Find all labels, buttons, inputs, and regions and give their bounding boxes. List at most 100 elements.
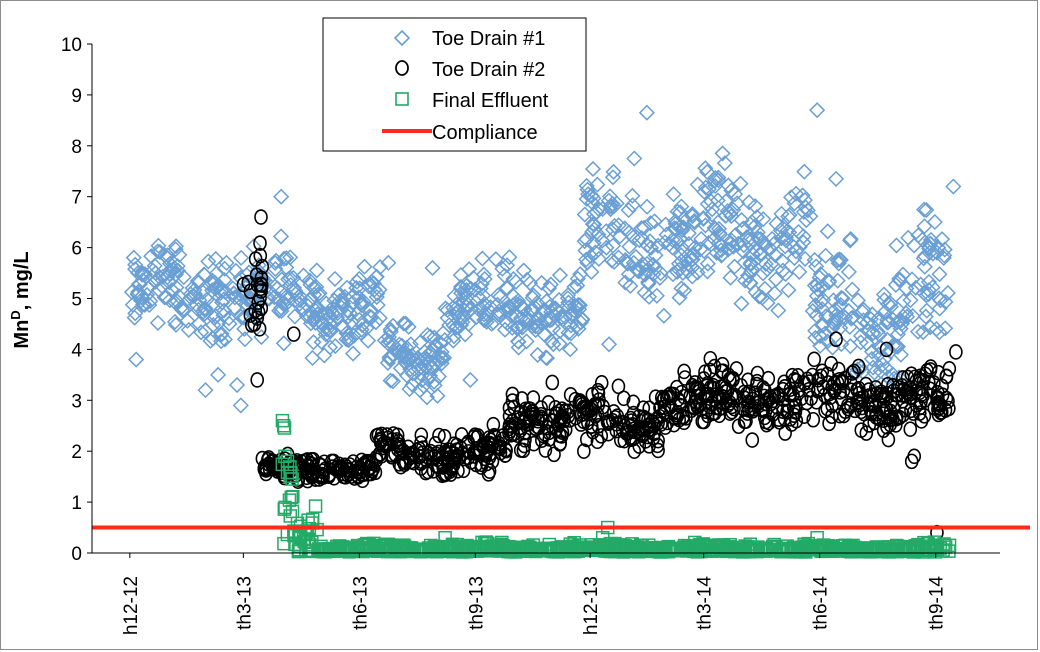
final-effluent-point [369,541,383,556]
toe-drain-1-point [686,239,703,256]
toe-drain-1-point [814,278,832,295]
legend-item-toe-drain-2: Toe Drain #2 [395,59,545,81]
toe-drain-1-point [812,337,829,354]
toe-drain-2-point [257,460,272,476]
toe-drain-1-point [936,241,953,258]
toe-drain-1-point [125,249,142,266]
toe-drain-2-point [868,398,883,415]
toe-drain-1-point [272,228,290,245]
toe-drain-2-point [545,374,560,391]
toe-drain-2-point [538,442,553,458]
toe-drain-2-point [563,387,578,403]
toe-drain-1-point [197,302,214,319]
toe-drain-1-point [723,182,740,199]
toe-drain-1-point [802,208,819,225]
toe-drain-1-point [695,210,712,227]
toe-drain-1-point [282,270,299,287]
final-effluent-point [390,543,404,558]
legend-item-compliance: Compliance [382,122,538,144]
toe-drain-1-point [764,230,781,248]
toe-drain-1-point [340,332,357,349]
toe-drain-1-point [808,307,825,324]
toe-drain-2-point [728,387,743,404]
y-axis-label-suffix: , mg/L [11,251,33,310]
toe-drain-1-point [626,150,643,167]
toe-drain-1-point [740,267,757,284]
toe-drain-2-point [555,424,570,441]
toe-drain-2-point [527,435,541,452]
final-effluent-point [654,545,668,559]
toe-drain-1-point [130,283,147,300]
toe-drain-2-point [668,410,682,426]
toe-drain-2-point [834,390,849,407]
toe-drain-1-point [689,176,706,193]
final-effluent-point [942,538,957,553]
toe-drain-1-point [473,275,490,293]
toe-drain-1-point [243,294,260,311]
toe-drain-1-point [326,270,344,287]
toe-drain-1-point [512,309,530,327]
final-effluent-point [698,538,713,553]
toe-drain-1-point [411,382,428,399]
toe-drain-2-point [781,397,796,414]
toe-drain-1-point [643,239,660,256]
final-effluent-point [327,543,341,558]
final-effluent-point [455,542,470,556]
data-layer [92,102,1030,559]
toe-drain-2-point [931,364,946,381]
toe-drain-1-point [704,201,721,218]
final-effluent-point [329,539,344,554]
toe-drain-2-point [594,375,609,391]
toe-drain-2-point [767,388,782,405]
toe-drain-2-point [369,428,384,444]
toe-drain-2-point [498,447,513,463]
toe-drain-1-point [171,246,188,263]
final-effluent-point [682,541,696,556]
toe-drain-1-point [522,275,539,292]
toe-drain-1-point [778,232,795,249]
toe-drain-1-point [509,333,527,350]
toe-drain-1-point [733,212,750,229]
toe-drain-1-point [852,334,869,351]
toe-drain-2-point [741,372,755,389]
toe-drain-1-point [461,261,478,278]
toe-drain-2-point [428,435,443,452]
toe-drain-2-point [822,415,836,432]
toe-drain-1-point [445,299,462,316]
x-tick-label: h12-13 [581,576,602,635]
toe-drain-1-point [865,324,882,341]
toe-drain-1-point [916,218,933,235]
toe-drain-1-point [490,305,507,323]
toe-drain-1-point [182,286,199,303]
toe-drain-1-point [602,201,619,218]
toe-drain-2-point [394,458,408,475]
toe-drain-1-point [330,287,347,304]
toe-drain-1-point [404,365,421,382]
toe-drain-1-point [429,352,446,369]
toe-drain-1-point [538,350,556,367]
toe-drain-1-point [515,262,532,279]
toe-drain-1-point [780,282,797,299]
toe-drain-1-point [167,241,184,258]
toe-drain-1-point [146,257,163,274]
toe-drain-1-point [910,227,927,244]
toe-drain-1-point [295,267,312,284]
toe-drain-1-point [216,260,233,277]
toe-drain-1-point [743,214,761,231]
toe-drain-1-point [906,237,923,254]
toe-drain-1-point [594,232,611,249]
toe-drain-1-point [920,273,938,291]
toe-drain-1-point [625,254,642,271]
toe-drain-1-point [834,290,851,307]
toe-drain-1-point [236,331,254,348]
toe-drain-1-point [477,311,494,328]
toe-drain-1-point [135,296,152,313]
toe-drain-1-point [770,302,787,319]
toe-drain-2-point [482,449,497,465]
toe-drain-1-point [487,251,504,268]
toe-drain-2-point [254,276,268,293]
toe-drain-1-point [894,266,912,283]
toe-drain-2-point [369,449,384,466]
toe-drain-1-point [648,287,665,304]
